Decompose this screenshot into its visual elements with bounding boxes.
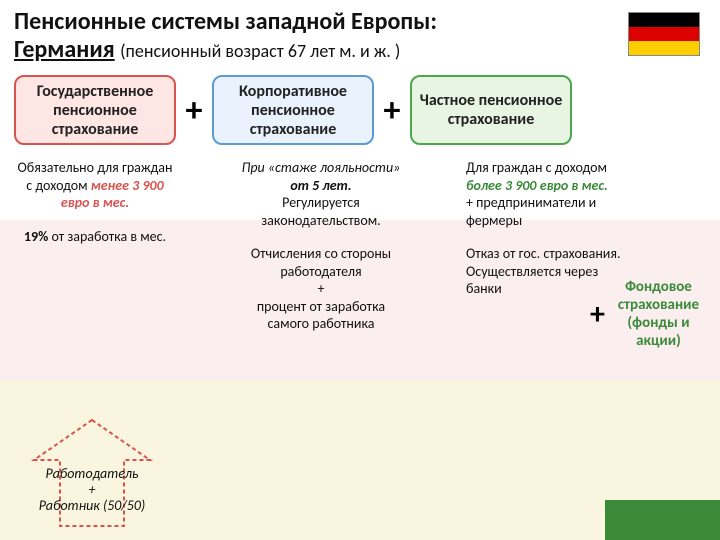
- column-corporate: При «стаже лояльности» от 5 лет. Регулир…: [240, 159, 402, 349]
- flag-stripe-black: [629, 13, 699, 27]
- title-sub: (пенсионный возраст 67 лет м. и ж. ): [120, 40, 400, 62]
- corner-decor: [605, 500, 720, 540]
- title-main: Пенсионные системы западной Европы:: [14, 7, 437, 36]
- plus-3: +: [590, 296, 605, 333]
- priv-elig-pre: Для граждан с доходом: [466, 159, 607, 176]
- corp-contrib: Отчисления со стороны работодателя + про…: [240, 245, 402, 333]
- fund-insurance-label: Фондовое страхование (фонды и акции): [607, 278, 710, 350]
- plus-2: +: [380, 90, 404, 131]
- employer-employee-arrow: Работодатель + Работник (50/50): [28, 418, 156, 530]
- pillar-state-label: Государственное пенсионное страхование: [22, 82, 168, 139]
- priv-elig-extra: + предприниматели и фермеры: [466, 194, 596, 229]
- arrow-label: Работодатель + Работник (50/50): [28, 466, 156, 514]
- priv-eligibility: Для граждан с доходом более 3 900 евро в…: [466, 159, 628, 229]
- plus-1: +: [182, 90, 206, 131]
- col-spacer-1: [196, 159, 220, 349]
- state-eligibility: Обязательно для граждан с доходом менее …: [14, 159, 176, 212]
- flag-stripe-gold: [629, 41, 699, 55]
- state-rate: 19% от заработка в мес.: [14, 228, 176, 246]
- column-state: Обязательно для граждан с доходом менее …: [14, 159, 176, 349]
- header: Пенсионные системы западной Европы: Герм…: [0, 0, 720, 69]
- page-title: Пенсионные системы западной Европы: Герм…: [14, 8, 437, 63]
- flag-stripe-red: [629, 27, 699, 41]
- corp-loyalty-l3: Регулируется законодательством.: [261, 194, 380, 229]
- corp-loyalty: При «стаже лояльности» от 5 лет. Регулир…: [240, 159, 402, 229]
- fund-insurance: + Фондовое страхование (фонды и акции): [590, 278, 710, 350]
- pillars-row: Государственное пенсионное страхование +…: [14, 75, 706, 145]
- pillar-private: Частное пенсионное страхование: [410, 75, 572, 145]
- state-rate-rest: от заработка в мес.: [48, 228, 166, 245]
- col-spacer-2: [422, 159, 446, 349]
- pillar-state: Государственное пенсионное страхование: [14, 75, 176, 145]
- pillar-corporate: Корпоративное пенсионное страхование: [212, 75, 374, 145]
- corp-loyalty-l1: При «стаже лояльности»: [242, 159, 401, 176]
- title-country: Германия: [14, 35, 115, 64]
- pillar-private-label: Частное пенсионное страхование: [418, 91, 564, 129]
- corp-loyalty-l2: от 5 лет.: [290, 177, 351, 194]
- state-rate-pct: 19%: [24, 228, 48, 245]
- pillar-corporate-label: Корпоративное пенсионное страхование: [220, 82, 366, 139]
- priv-elig-limit: более 3 900 евро в мес.: [466, 177, 608, 194]
- germany-flag-icon: [628, 12, 700, 56]
